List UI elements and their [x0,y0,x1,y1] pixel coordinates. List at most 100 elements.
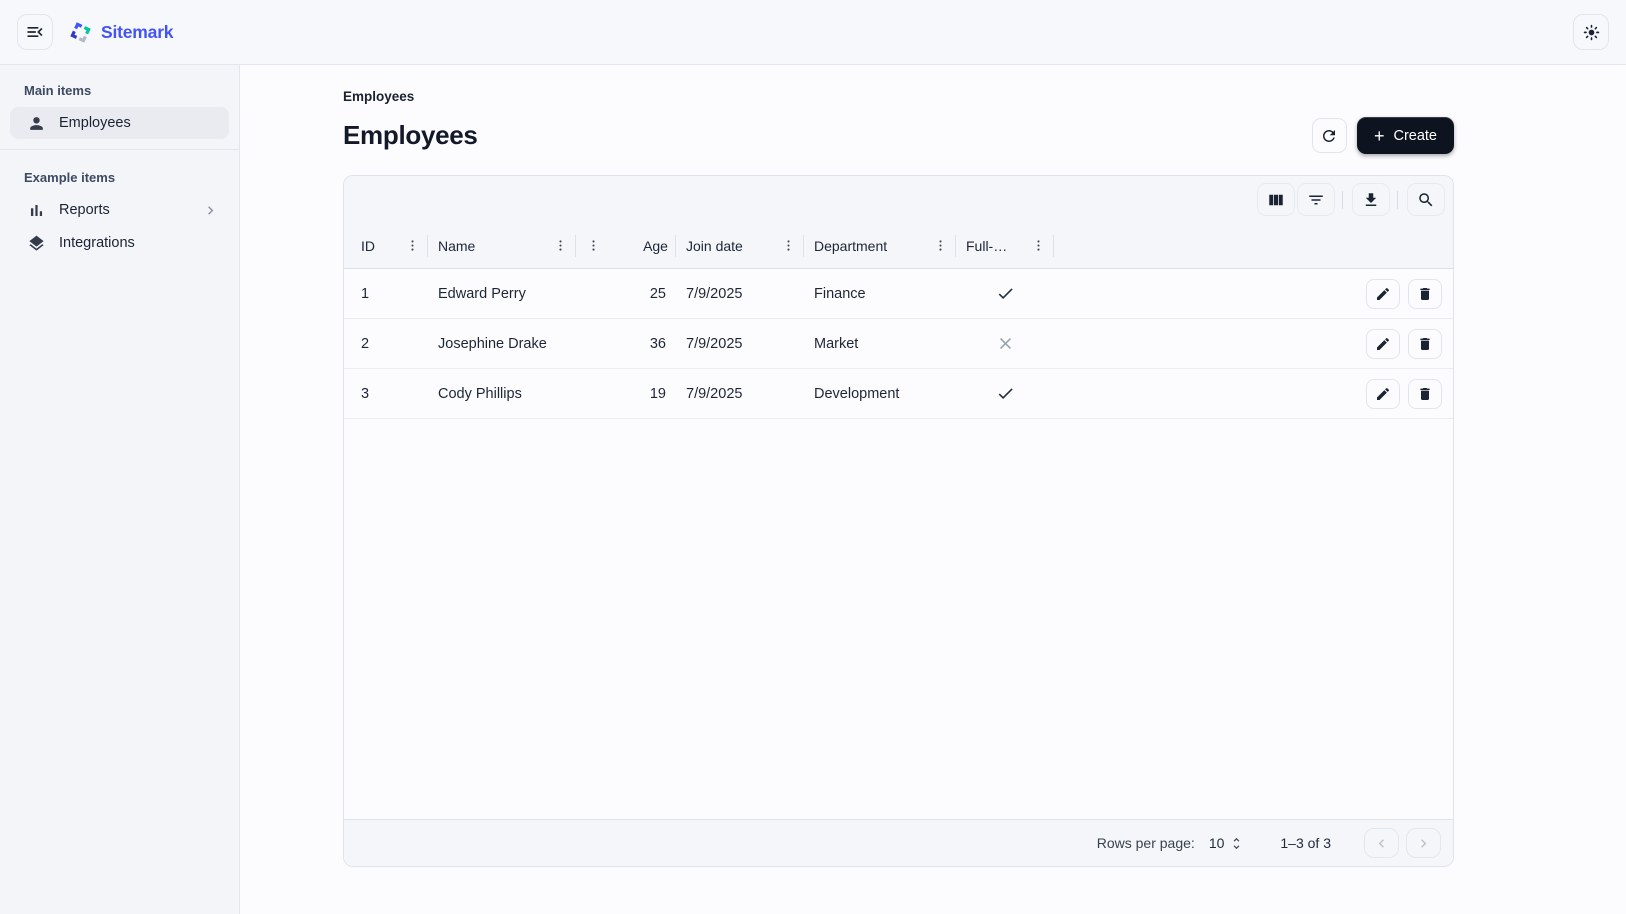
cell-age: 36 [649,335,666,352]
unfold-more-icon [1229,836,1244,851]
plus-icon: + [1373,125,1385,146]
delete-row-button[interactable] [1408,278,1442,309]
sidebar-section-title: Main items [24,83,92,98]
column-header-department[interactable]: Department [804,223,956,268]
sidebar-section-title: Example items [24,170,116,185]
column-menu-icon[interactable] [1025,238,1046,253]
menu-open-icon [25,22,45,42]
page-title: Employees [343,120,478,150]
sidebar-toggle-button[interactable] [17,14,53,50]
sidebar-divider [0,149,239,150]
column-header-full-time[interactable]: Full-… [956,223,1054,268]
table-row[interactable]: 3 Cody Phillips 19 7/9/2025 Development [344,369,1453,419]
sidebar-item-integrations[interactable]: Integrations [10,227,229,259]
create-button-label: Create [1393,127,1437,144]
rows-per-page-select[interactable]: 10 [1209,835,1245,851]
column-menu-icon[interactable] [775,238,796,253]
column-menu-icon[interactable] [399,238,420,253]
grid-empty-area [344,419,1453,819]
column-header-join-date[interactable]: Join date [676,223,804,268]
chevron-right-icon[interactable] [202,202,219,219]
cell-age: 19 [649,385,666,402]
cell-name: Josephine Drake [438,335,547,352]
delete-row-button[interactable] [1408,378,1442,409]
cell-department: Development [814,385,900,402]
table-row[interactable]: 1 Edward Perry 25 7/9/2025 Finance [344,269,1453,319]
column-menu-icon[interactable] [927,238,948,253]
pencil-icon [1375,286,1391,302]
layers-icon [27,234,46,253]
trash-icon [1417,386,1433,402]
sidebar-item-employees[interactable]: Employees [10,107,229,139]
column-header-age[interactable]: Age [576,223,676,268]
toolbar-separator [1342,190,1343,209]
cell-name: Cody Phillips [438,385,522,402]
sitemark-logo-icon [69,21,92,44]
refresh-button[interactable] [1311,118,1347,153]
search-icon [1417,191,1435,209]
trash-icon [1417,336,1433,352]
sun-icon [1582,23,1601,42]
previous-page-button[interactable] [1364,828,1399,858]
grid-toolbar [344,176,1453,223]
cell-join-date: 7/9/2025 [686,285,743,302]
pagination-range-label: 1–3 of 3 [1280,835,1331,851]
trash-icon [1417,286,1433,302]
cell-join-date: 7/9/2025 [686,335,743,352]
refresh-icon [1320,127,1338,145]
cell-actions [1331,278,1453,309]
theme-toggle-button[interactable] [1573,14,1609,50]
brand-logo[interactable]: Sitemark [69,21,174,44]
edit-row-button[interactable] [1366,328,1400,359]
cell-id: 3 [361,385,370,402]
check-icon [996,384,1015,403]
sidebar-item-label: Employees [59,115,131,131]
chevron-right-icon [1415,835,1432,852]
grid-header-row: ID Name Age Join date [344,223,1453,269]
columns-icon [1267,191,1285,209]
chevron-left-icon [1373,835,1390,852]
rows-per-page-value: 10 [1208,835,1225,851]
cell-name: Edward Perry [438,285,526,302]
sidebar: Main items Employees Example items Repor… [0,65,240,914]
cell-full-time [956,384,1054,403]
cell-department: Finance [814,285,866,302]
filter-icon [1307,191,1325,209]
column-header-name[interactable]: Name [428,223,576,268]
column-menu-icon[interactable] [547,238,568,253]
edit-row-button[interactable] [1366,378,1400,409]
column-header-id[interactable]: ID [344,223,428,268]
delete-row-button[interactable] [1408,328,1442,359]
filter-button[interactable] [1297,183,1335,216]
cell-join-date: 7/9/2025 [686,385,743,402]
bar-chart-icon [27,201,46,220]
rows-per-page-label: Rows per page: [1096,835,1195,851]
x-icon [996,334,1015,353]
download-icon [1362,191,1380,209]
column-menu-icon[interactable] [586,238,607,253]
brand-name: Sitemark [101,21,174,42]
search-button[interactable] [1407,183,1445,216]
cell-department: Market [814,335,859,352]
check-icon [996,284,1015,303]
cell-actions [1331,378,1453,409]
table-row[interactable]: 2 Josephine Drake 36 7/9/2025 Market [344,319,1453,369]
main-content: Employees Employees + Create [240,65,1626,914]
breadcrumb: Employees [343,89,415,104]
cell-full-time [956,284,1054,303]
person-icon [27,114,46,133]
columns-button[interactable] [1257,183,1295,216]
grid-footer: Rows per page: 10 1–3 of 3 [344,819,1453,866]
export-button[interactable] [1352,183,1390,216]
column-header-spacer [1054,223,1331,268]
create-button[interactable]: + Create [1356,117,1454,154]
sidebar-item-reports[interactable]: Reports [10,194,229,226]
edit-row-button[interactable] [1366,278,1400,309]
pencil-icon [1375,386,1391,402]
pencil-icon [1375,336,1391,352]
sidebar-item-label: Integrations [59,235,135,251]
next-page-button[interactable] [1406,828,1441,858]
column-header-actions [1331,223,1453,268]
cell-full-time [956,334,1054,353]
top-app-bar: Sitemark [0,0,1626,65]
